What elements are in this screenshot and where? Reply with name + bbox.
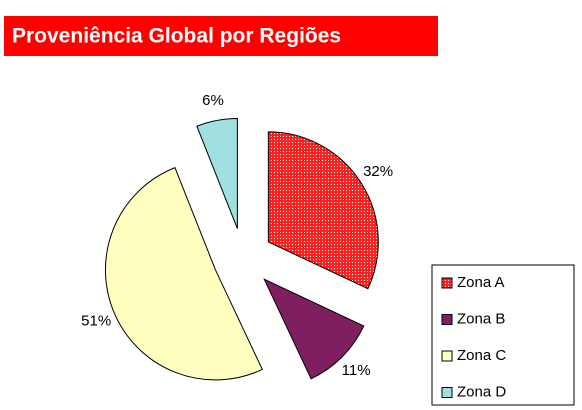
pie-slice bbox=[104, 166, 263, 381]
legend-swatch bbox=[441, 277, 453, 289]
legend-box bbox=[431, 264, 575, 406]
legend-label: Zona A bbox=[457, 274, 505, 291]
pie-slice bbox=[196, 118, 238, 229]
legend-label: Zona B bbox=[457, 310, 505, 327]
legend-swatch bbox=[441, 387, 453, 398]
data-label: 32% bbox=[363, 163, 393, 180]
pie-slice bbox=[263, 278, 365, 380]
data-label: 6% bbox=[202, 92, 224, 109]
legend-swatch bbox=[441, 314, 453, 325]
title-background bbox=[4, 16, 438, 56]
data-label: 11% bbox=[342, 362, 371, 379]
chart-title: Proveniência Global por Regiões bbox=[12, 25, 341, 48]
legend-swatch bbox=[441, 350, 453, 362]
legend-label: Zona C bbox=[457, 347, 506, 364]
pie-slice bbox=[267, 131, 379, 290]
legend-label: Zona D bbox=[457, 383, 506, 400]
data-label: 51% bbox=[81, 313, 111, 330]
